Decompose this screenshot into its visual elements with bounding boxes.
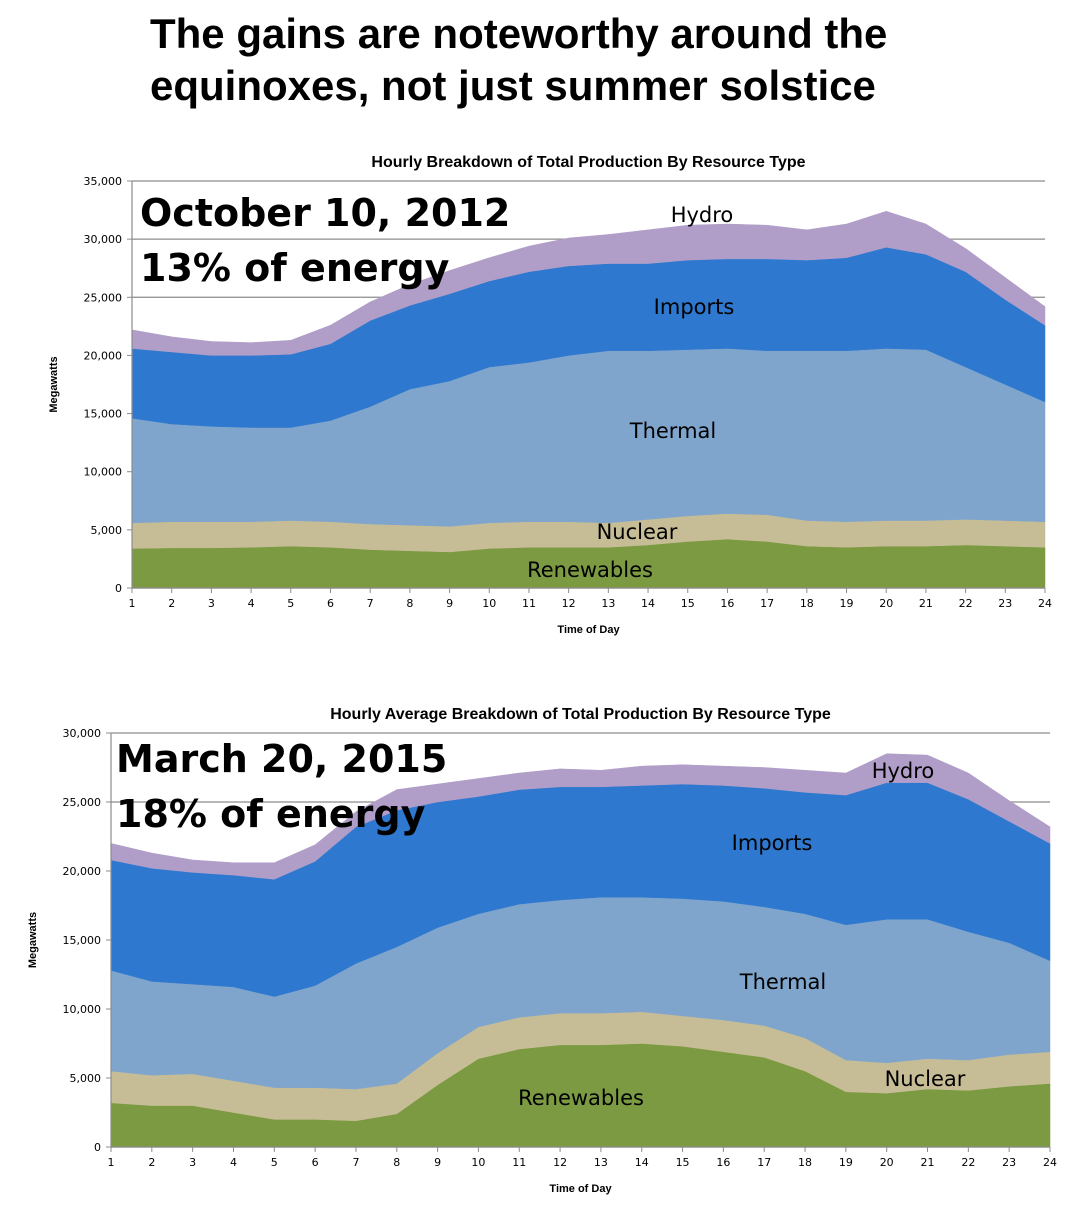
x-tick-label: 22	[961, 1156, 975, 1169]
series-label-renewables: Renewables	[527, 558, 653, 582]
series-label-nuclear: Nuclear	[597, 520, 678, 544]
x-tick-label: 5	[287, 597, 294, 610]
x-tick-label: 12	[562, 597, 576, 610]
y-tick-label: 25,000	[84, 291, 123, 304]
x-tick-label: 18	[800, 597, 814, 610]
x-tick-label: 9	[434, 1156, 441, 1169]
x-tick-label: 16	[720, 597, 734, 610]
x-tick-label: 4	[230, 1156, 237, 1169]
series-label-hydro: Hydro	[872, 759, 935, 783]
series-label-thermal: Thermal	[629, 419, 716, 443]
x-tick-label: 17	[760, 597, 774, 610]
x-tick-label: 13	[594, 1156, 608, 1169]
slide-title-line-1: The gains are noteworthy around the	[150, 10, 888, 57]
x-tick-label: 22	[959, 597, 973, 610]
annotation-share: 18% of energy	[116, 792, 426, 836]
x-tick-label: 5	[271, 1156, 278, 1169]
y-tick-label: 10,000	[63, 1003, 102, 1016]
x-tick-label: 18	[798, 1156, 812, 1169]
y-tick-label: 15,000	[84, 408, 123, 421]
y-tick-label: 10,000	[84, 466, 123, 479]
x-tick-label: 1	[108, 1156, 115, 1169]
annotation-date: March 20, 2015	[116, 737, 447, 781]
y-tick-label: 5,000	[91, 524, 123, 537]
series-label-hydro: Hydro	[671, 203, 734, 227]
y-tick-label: 30,000	[84, 233, 123, 246]
x-tick-label: 1	[129, 597, 136, 610]
x-tick-label: 12	[553, 1156, 567, 1169]
x-axis-label: Time of Day	[549, 1183, 612, 1195]
x-tick-label: 11	[522, 597, 536, 610]
x-tick-label: 3	[189, 1156, 196, 1169]
x-tick-label: 7	[367, 597, 374, 610]
x-tick-label: 2	[168, 597, 175, 610]
x-tick-label: 19	[840, 597, 854, 610]
slide-title: The gains are noteworthy around the equi…	[150, 8, 1070, 112]
x-tick-label: 16	[716, 1156, 730, 1169]
x-tick-label: 6	[327, 597, 334, 610]
series-label-nuclear: Nuclear	[885, 1067, 966, 1091]
x-tick-label: 23	[998, 597, 1012, 610]
x-tick-label: 14	[641, 597, 655, 610]
y-tick-label: 35,000	[84, 175, 123, 188]
series-label-renewables: Renewables	[518, 1086, 644, 1110]
x-tick-label: 23	[1002, 1156, 1016, 1169]
series-label-imports: Imports	[732, 831, 813, 855]
x-tick-label: 15	[676, 1156, 690, 1169]
y-tick-label: 0	[115, 582, 122, 595]
y-tick-label: 15,000	[63, 934, 102, 947]
x-tick-label: 21	[921, 1156, 935, 1169]
y-tick-label: 25,000	[63, 796, 102, 809]
series-label-imports: Imports	[654, 295, 735, 319]
x-axis-label: Time of Day	[557, 624, 620, 636]
x-tick-label: 20	[880, 1156, 894, 1169]
y-axis-label: Megawatts	[48, 356, 60, 412]
x-tick-label: 8	[406, 597, 413, 610]
x-tick-label: 13	[601, 597, 615, 610]
x-tick-label: 17	[757, 1156, 771, 1169]
x-tick-label: 21	[919, 597, 933, 610]
x-tick-label: 11	[512, 1156, 526, 1169]
x-tick-label: 19	[839, 1156, 853, 1169]
x-tick-label: 3	[208, 597, 215, 610]
y-tick-label: 0	[94, 1141, 101, 1154]
x-tick-label: 2	[148, 1156, 155, 1169]
x-tick-label: 15	[681, 597, 695, 610]
chart-title: Hourly Average Breakdown of Total Produc…	[330, 706, 831, 723]
series-label-thermal: Thermal	[739, 970, 826, 994]
area-hydro	[110, 753, 1051, 880]
annotation-share: 13% of energy	[140, 246, 450, 290]
y-tick-label: 20,000	[63, 865, 102, 878]
x-tick-label: 10	[482, 597, 496, 610]
y-tick-label: 5,000	[70, 1072, 102, 1085]
x-tick-label: 24	[1038, 597, 1052, 610]
x-tick-label: 20	[879, 597, 893, 610]
slide-title-line-2: equinoxes, not just summer solstice	[150, 62, 876, 109]
y-tick-label: 20,000	[84, 349, 123, 362]
chart-title: Hourly Breakdown of Total Production By …	[371, 154, 805, 171]
x-tick-label: 10	[471, 1156, 485, 1169]
x-tick-label: 14	[635, 1156, 649, 1169]
x-tick-label: 4	[248, 597, 255, 610]
y-tick-label: 30,000	[63, 727, 102, 740]
y-axis-label: Megawatts	[27, 912, 39, 968]
x-tick-label: 24	[1043, 1156, 1057, 1169]
x-tick-label: 8	[393, 1156, 400, 1169]
area-hydro	[131, 210, 1046, 356]
x-tick-label: 9	[446, 597, 453, 610]
x-tick-label: 7	[352, 1156, 359, 1169]
annotation-date: October 10, 2012	[140, 191, 510, 235]
x-tick-label: 6	[312, 1156, 319, 1169]
